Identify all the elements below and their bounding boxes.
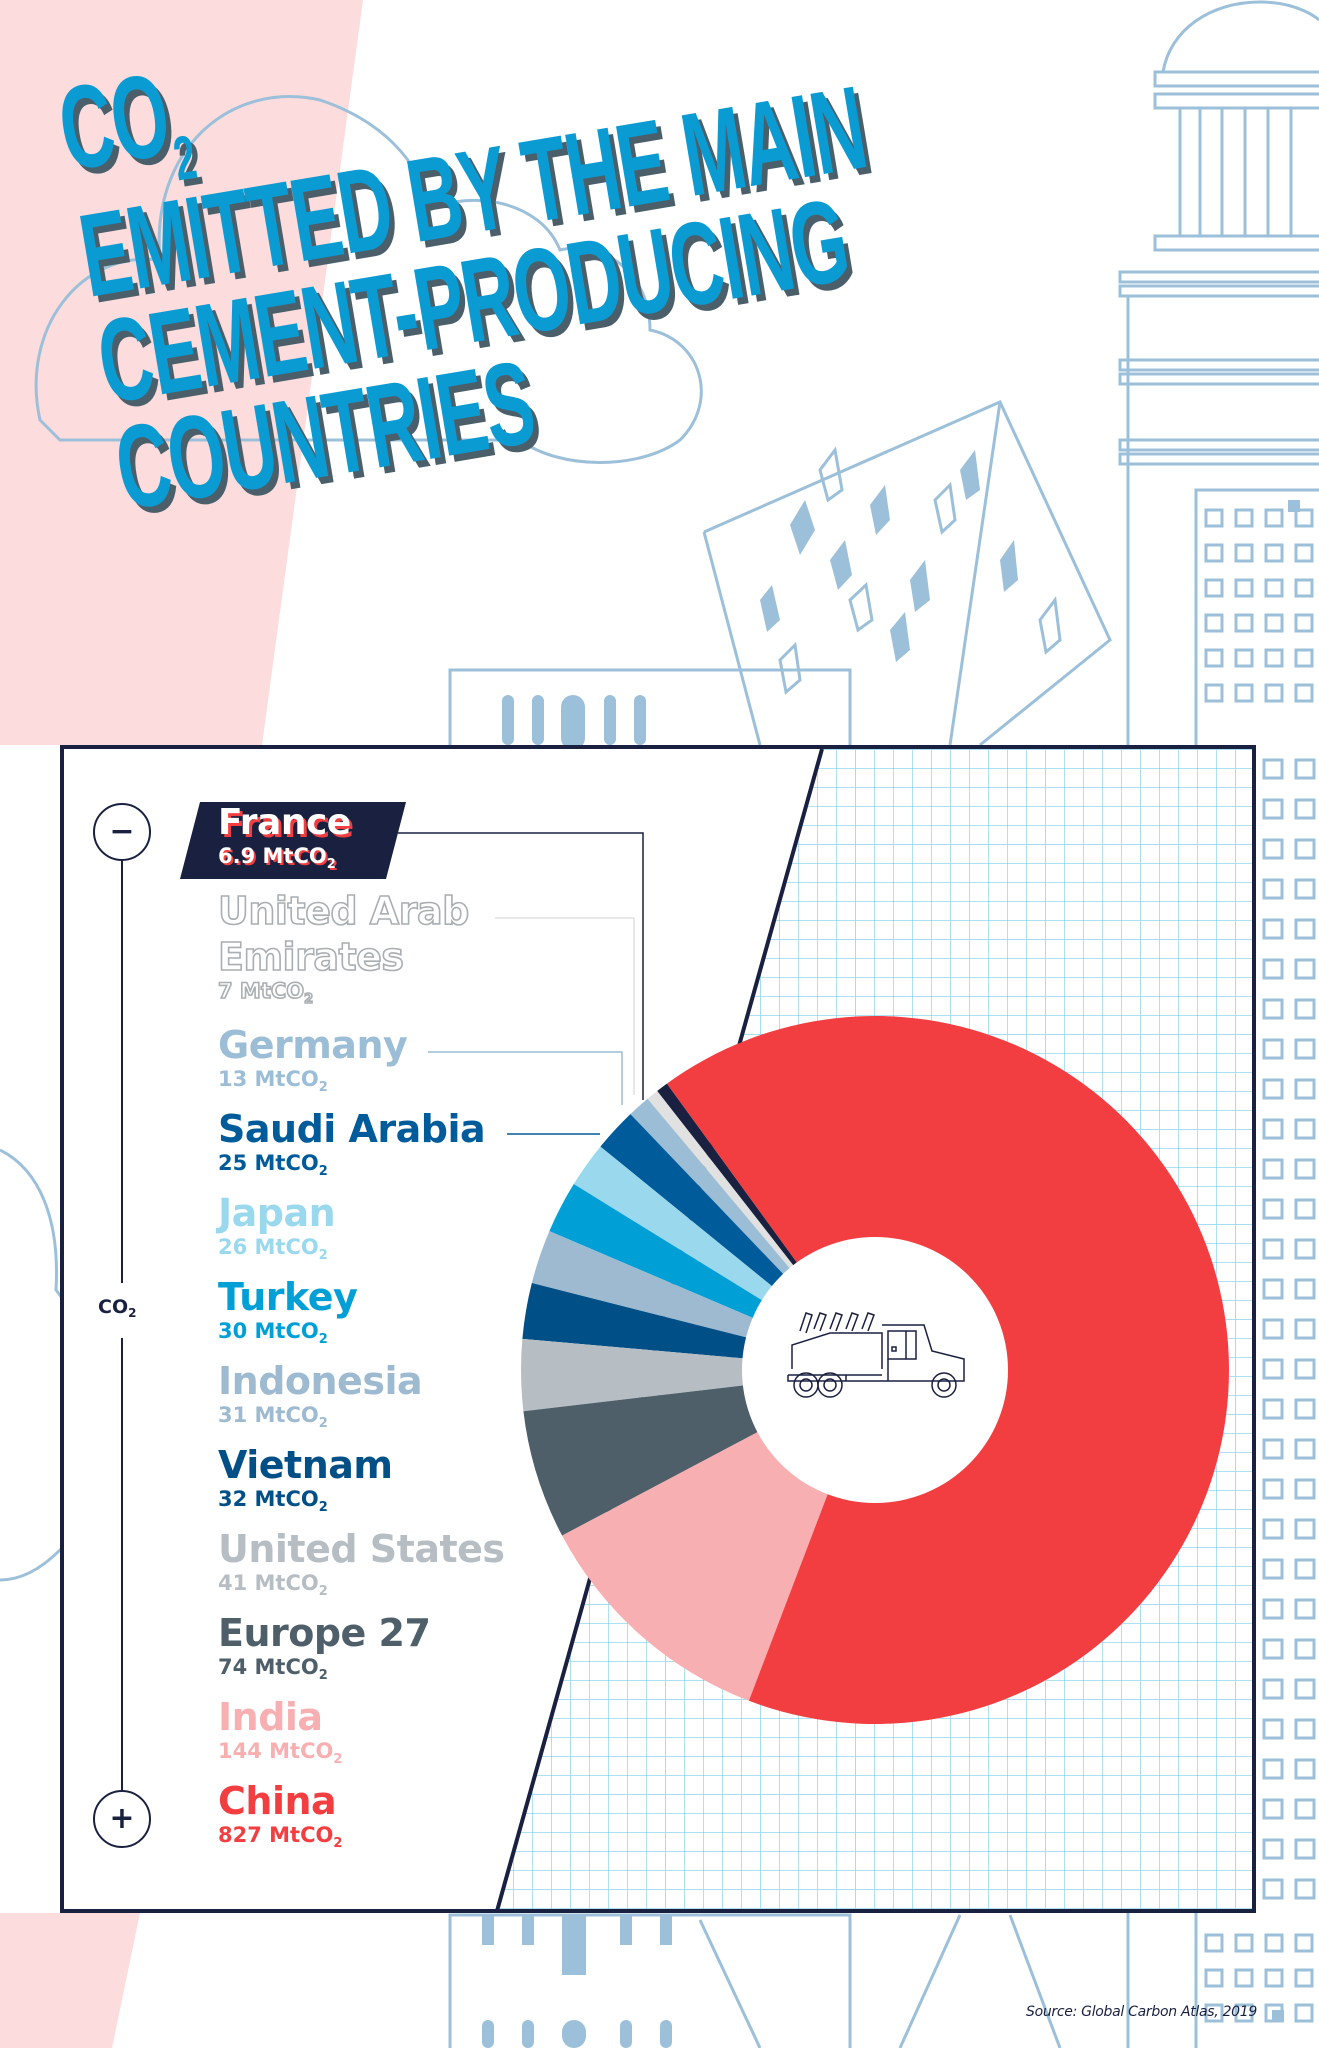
building-windows [1204,508,1314,2023]
legend-item-united-states: United States 41 MtCO2 [218,1527,505,1599]
plus-circle-icon: + [93,1790,151,1848]
cement-truck-icon [787,1312,965,1398]
source-caption: Source: Global Carbon Atlas, 2019 [1025,2004,1257,2020]
france-badge [180,802,406,879]
scale-axis-upper [121,861,123,1283]
legend-item-france: France 6.9 MtCO2 [218,802,351,873]
leader-line-uae [495,917,635,1095]
dome [1161,0,1319,73]
donut-slice-united-states [520,1338,875,1412]
legend-item-germany: Germany 13 MtCO2 [218,1023,408,1095]
legend-item-vietnam: Vietnam 32 MtCO2 [218,1443,393,1515]
scale-axis-lower [121,1338,123,1790]
legend-item-japan: Japan 26 MtCO2 [218,1191,336,1263]
legend-item-india: India 144 MtCO2 [218,1695,343,1767]
pink-band [0,0,363,745]
legend-item-china: China 827 MtCO2 [218,1779,343,1851]
leader-line-france [398,832,644,1100]
co2-axis-label: CO2 [98,1296,137,1320]
donut-hole [742,1237,1008,1503]
cloud-shape [34,95,703,464]
minus-circle-icon: − [93,803,151,861]
legend-item-turkey: Turkey 30 MtCO2 [218,1275,358,1347]
leader-line-germany [428,1051,623,1105]
legend-item-saudi-arabia: Saudi Arabia 25 MtCO2 [218,1107,486,1179]
legend-item-uae: United Arab Emirates 7 MtCO2 [217,889,470,1008]
faceted-building [703,400,1112,747]
legend-item-europe-27: Europe 27 74 MtCO2 [218,1611,431,1683]
legend-item-indonesia: Indonesia 31 MtCO2 [218,1359,423,1431]
